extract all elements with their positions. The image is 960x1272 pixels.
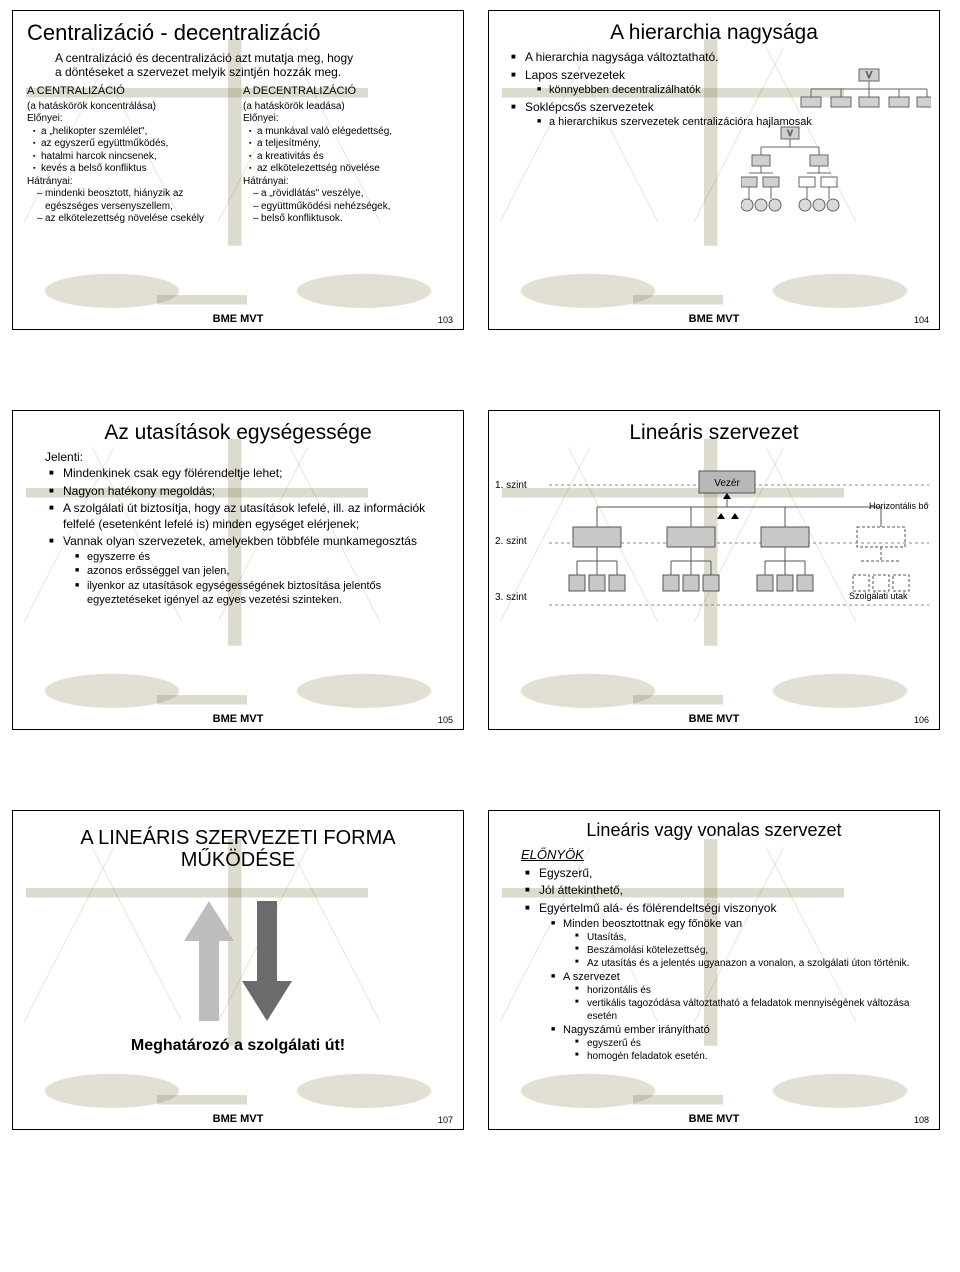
item-text: Minden beosztottnak egy főnöke van: [563, 918, 742, 930]
level-label: 2. szint: [495, 537, 527, 547]
list-item: egyszerre és: [75, 550, 449, 564]
arrow-pair: [27, 901, 449, 1021]
footer: BME MVT: [689, 1113, 740, 1125]
list-item: hatalmi harcok nincsenek,: [33, 151, 233, 164]
list-item: Egyszerű,: [525, 866, 925, 882]
footer: BME MVT: [689, 313, 740, 325]
page-number: 105: [438, 715, 453, 725]
list-item: Mindenkinek csak egy fölérendeltje lehet…: [49, 466, 449, 482]
list-item: vertikális tagozódása változtatható a fe…: [575, 997, 925, 1023]
slide-title: Lineáris szervezet: [503, 421, 925, 444]
horiz-label: Horizontális bővítés: [869, 501, 929, 511]
page-number: 108: [914, 1115, 929, 1125]
level-label: 1. szint: [495, 481, 527, 491]
list-item: a „helikopter szemlélet",: [33, 126, 233, 139]
list-item: mindenki beosztott, hiányzik az egészség…: [37, 188, 233, 213]
list-item: belső konfliktusok.: [253, 213, 449, 226]
list-item: Nagyszámú ember irányítható egyszerű és …: [551, 1023, 925, 1063]
svg-text:V: V: [866, 70, 872, 80]
list-item: egyszerű és: [575, 1037, 925, 1050]
page-number: 107: [438, 1115, 453, 1125]
list-item: Egyértelmű alá- és fölérendeltségi viszo…: [525, 901, 925, 1063]
list-item: horizontális és: [575, 984, 925, 997]
slide-title: Lineáris vagy vonalas szervezet: [503, 821, 925, 841]
path-label: Szolgálati utak: [849, 591, 908, 601]
list-item: a kreativitás és: [249, 151, 449, 164]
org-chart: Vezér: [549, 465, 929, 685]
list-item: Vannak olyan szervezetek, amelyekben töb…: [49, 534, 449, 607]
slide-title: A LINEÁRIS SZERVEZETI FORMA MŰKÖDÉSE: [27, 827, 449, 871]
list-item: Minden beosztottnak egy főnöke van Utasí…: [551, 917, 925, 970]
up-arrow-icon: [184, 901, 234, 1021]
page-number: 104: [914, 315, 929, 325]
centralization-col: A CENTRALIZÁCIÓ (a hatáskörök koncentrál…: [27, 85, 233, 226]
col-head: A DECENTRALIZÁCIÓ: [243, 85, 449, 99]
list-item: a teljesítmény,: [249, 138, 449, 151]
slide-intro: A centralizáció és decentralizáció azt m…: [55, 51, 355, 79]
list-item: A hierarchia nagysága változtatható.: [511, 50, 925, 66]
col-sub: (a hatáskörök koncentrálása): [27, 101, 233, 114]
adv-label: Előnyei:: [243, 113, 449, 126]
list-item: a „rövidlátás" veszélye,: [253, 188, 449, 201]
slide-108: Lineáris vagy vonalas szervezet ELŐNYÖK …: [488, 810, 940, 1130]
list-item: együttműködési nehézségek,: [253, 201, 449, 214]
svg-text:V: V: [787, 129, 793, 138]
list-item: azonos erősséggel van jelen,: [75, 564, 449, 578]
list-item: az elkötelezettség növelése csekély: [37, 213, 233, 226]
slide-105: Az utasítások egységessége Jelenti: Mind…: [12, 410, 464, 730]
footer: BME MVT: [689, 713, 740, 725]
section-head: ELŐNYÖK: [521, 847, 925, 862]
item-text: Vannak olyan szervezetek, amelyekben töb…: [63, 534, 417, 548]
footer: BME MVT: [213, 313, 264, 325]
svg-text:Vezér: Vezér: [714, 478, 740, 489]
col-sub: (a hatáskörök leadása): [243, 101, 449, 114]
adv-list: a munkával való elégedettség, a teljesít…: [243, 126, 449, 176]
page-number: 106: [914, 715, 929, 725]
dis-label: Hátrányai:: [27, 176, 233, 189]
down-arrow-icon: [242, 901, 292, 1021]
lead: Jelenti:: [45, 450, 449, 464]
decentralization-col: A DECENTRALIZÁCIÓ (a hatáskörök leadása)…: [243, 85, 449, 226]
list-item: A szolgálati út biztosítja, hogy az utas…: [49, 501, 449, 532]
slide-103: Centralizáció - decentralizáció A centra…: [12, 10, 464, 330]
dis-list: mindenki beosztott, hiányzik az egészség…: [27, 188, 233, 226]
list-item: Nagyon hatékony megoldás;: [49, 484, 449, 500]
slogan: Meghatározó a szolgálati út!: [27, 1037, 449, 1055]
list-item: az egyszerű együttműködés,: [33, 138, 233, 151]
adv-list: a „helikopter szemlélet", az egyszerű eg…: [27, 126, 233, 176]
dis-label: Hátrányai:: [243, 176, 449, 189]
list-item: ilyenkor az utasítások egységességének b…: [75, 579, 449, 608]
slide-107: A LINEÁRIS SZERVEZETI FORMA MŰKÖDÉSE Meg…: [12, 810, 464, 1130]
item-text: Nagyszámú ember irányítható: [563, 1024, 710, 1036]
slide-104: A hierarchia nagysága A hierarchia nagys…: [488, 10, 940, 330]
list-item: Jól áttekinthető,: [525, 883, 925, 899]
slide-title: Centralizáció - decentralizáció: [27, 21, 449, 45]
list-item: Az utasítás és a jelentés ugyanazon a vo…: [575, 957, 925, 970]
list-item: kevés a belső konfliktus: [33, 163, 233, 176]
item-text: A hierarchia nagysága változtatható.: [525, 50, 718, 64]
item-text: A szervezet: [563, 971, 620, 983]
level-label: 3. szint: [495, 593, 527, 603]
adv-label: Előnyei:: [27, 113, 233, 126]
level-labels: 1. szint 2. szint 3. szint: [495, 481, 527, 649]
footer: BME MVT: [213, 1113, 264, 1125]
item-text: Soklépcsős szervezetek: [525, 100, 654, 114]
item-text: Egyértelmű alá- és fölérendeltségi viszo…: [539, 901, 776, 915]
col-head: A CENTRALIZÁCIÓ: [27, 85, 233, 99]
list-item: Utasítás,: [575, 931, 925, 944]
slide-title: A hierarchia nagysága: [503, 21, 925, 44]
list-item: homogén feladatok esetén.: [575, 1050, 925, 1063]
page-number: 103: [438, 315, 453, 325]
list-item: A szervezet horizontális és vertikális t…: [551, 970, 925, 1023]
hierarchy-diagram: V V: [741, 67, 931, 287]
footer: BME MVT: [213, 713, 264, 725]
list-item: az elkötelezettség növelése: [249, 163, 449, 176]
list-item: Beszámolási kötelezettség,: [575, 944, 925, 957]
list-item: a munkával való elégedettség,: [249, 126, 449, 139]
dis-list: a „rövidlátás" veszélye, együttműködési …: [243, 188, 449, 226]
slide-106: Lineáris szervezet 1. szint 2. szint 3. …: [488, 410, 940, 730]
slide-title: Az utasítások egységessége: [27, 421, 449, 444]
item-text: Lapos szervezetek: [525, 68, 625, 82]
